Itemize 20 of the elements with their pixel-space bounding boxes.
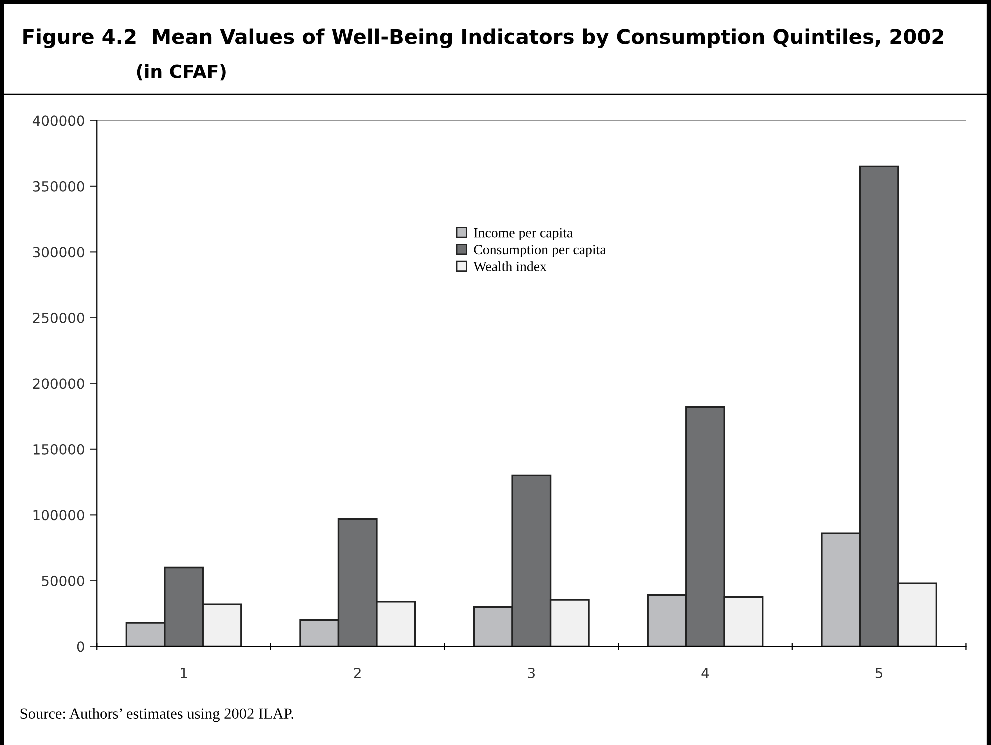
y-tick-label: 0 [77,642,84,652]
legend-label: Consumption per capita [474,245,606,258]
x-tick-label: 5 [876,668,883,678]
y-tick-label: 150000 [34,444,84,455]
legend-label: Wealth index [474,262,547,272]
x-tick-label: 3 [528,668,535,678]
y-tick-label: 300000 [33,247,84,258]
x-tick-label: 1 [181,668,188,678]
x-tick-label: 2 [354,668,361,678]
y-tick-label: 250000 [33,312,84,324]
x-tick-label: 4 [702,668,710,678]
y-tick-label: 350000 [33,181,84,192]
y-tick-label: 50000 [42,576,84,586]
chart-subtitle: (in CFAF) [137,64,226,81]
source-note: Source: Authors’ estimates using 2002 ILAP. [20,708,294,722]
legend-label: Income per capita [474,228,573,241]
y-tick-label: 400000 [32,116,84,126]
y-tick-label: 100000 [34,510,84,521]
y-tick-label: 200000 [33,378,84,390]
chart-title: Figure 4.2 Mean Values of Well-Being Indicators by Consumption Quintiles, 2002 [24,28,944,48]
